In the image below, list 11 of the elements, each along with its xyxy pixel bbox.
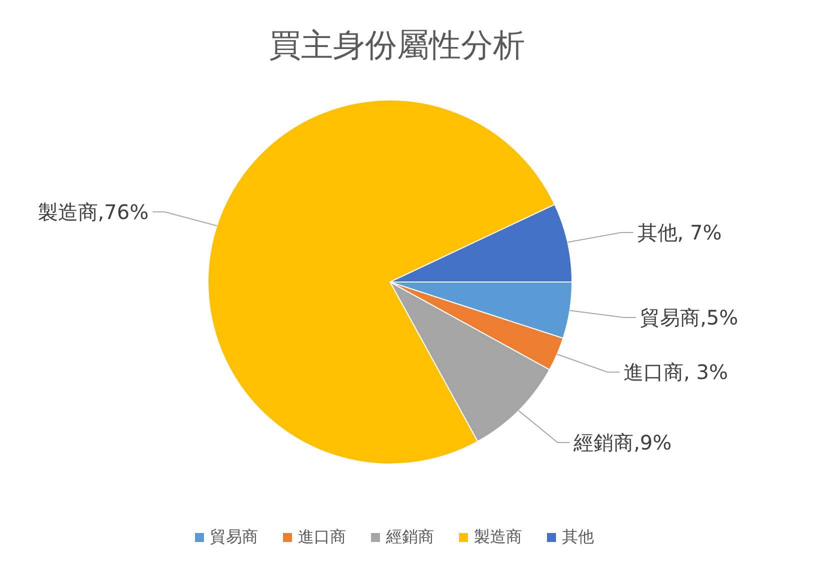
data-label: 其他, 7% [637, 220, 722, 244]
data-label: 製造商,76% [38, 200, 149, 224]
data-label: 經銷商,9% [572, 430, 672, 455]
data-label: 貿易商,5% [640, 306, 738, 330]
legend-label: 製造商 [474, 527, 522, 546]
legend-label: 其他 [562, 527, 594, 546]
chart-title: 買主身份屬性分析 [269, 26, 525, 64]
legend-label: 貿易商 [210, 527, 258, 546]
data-label: 進口商, 3% [624, 360, 728, 384]
legend-label: 經銷商 [385, 527, 434, 546]
legend-label: 進口商 [298, 527, 346, 546]
